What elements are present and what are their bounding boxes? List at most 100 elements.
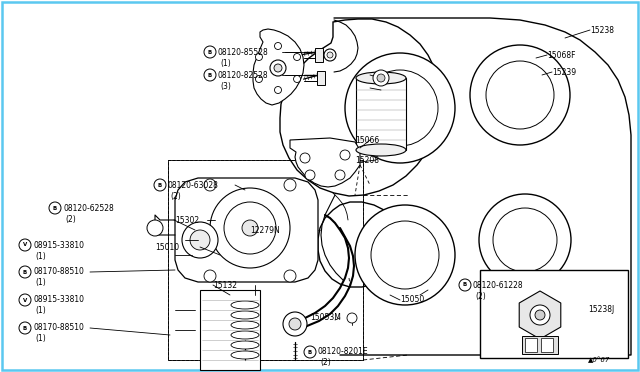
Ellipse shape xyxy=(356,72,406,84)
Text: (1): (1) xyxy=(35,279,45,288)
Circle shape xyxy=(459,279,471,291)
Text: 15068F: 15068F xyxy=(547,51,575,60)
Text: 08170-88510: 08170-88510 xyxy=(33,324,84,333)
Text: V: V xyxy=(23,298,27,302)
Circle shape xyxy=(470,45,570,145)
Circle shape xyxy=(373,70,389,86)
Circle shape xyxy=(345,53,455,163)
Text: 15302: 15302 xyxy=(175,215,199,224)
Text: (2): (2) xyxy=(475,292,486,301)
Circle shape xyxy=(289,318,301,330)
Ellipse shape xyxy=(231,301,259,309)
Text: B: B xyxy=(158,183,162,187)
Text: 08120-63028: 08120-63028 xyxy=(168,180,219,189)
Circle shape xyxy=(327,52,333,58)
Text: (2): (2) xyxy=(65,215,76,224)
Circle shape xyxy=(294,54,301,61)
Polygon shape xyxy=(175,178,318,282)
Ellipse shape xyxy=(231,351,259,359)
Polygon shape xyxy=(280,19,440,196)
Text: 15239: 15239 xyxy=(552,67,576,77)
Circle shape xyxy=(147,220,163,236)
Circle shape xyxy=(283,312,307,336)
Text: 08170-88510: 08170-88510 xyxy=(33,267,84,276)
Circle shape xyxy=(304,346,316,358)
Text: (2): (2) xyxy=(320,359,331,368)
Ellipse shape xyxy=(231,311,259,319)
Circle shape xyxy=(530,305,550,325)
Text: (1): (1) xyxy=(35,251,45,260)
Circle shape xyxy=(255,76,262,83)
Circle shape xyxy=(154,179,166,191)
Text: 08120-61228: 08120-61228 xyxy=(473,280,524,289)
Text: B: B xyxy=(308,350,312,355)
Circle shape xyxy=(284,179,296,191)
Polygon shape xyxy=(290,138,360,187)
Text: 08915-33810: 08915-33810 xyxy=(33,241,84,250)
Bar xyxy=(356,78,406,150)
Circle shape xyxy=(324,49,336,61)
Bar xyxy=(168,160,363,360)
Circle shape xyxy=(19,239,31,251)
Circle shape xyxy=(371,221,439,289)
Circle shape xyxy=(340,150,350,160)
Circle shape xyxy=(347,313,357,323)
Circle shape xyxy=(204,179,216,191)
Circle shape xyxy=(204,46,216,58)
Circle shape xyxy=(19,294,31,306)
Text: B: B xyxy=(208,73,212,77)
Circle shape xyxy=(362,70,438,146)
Text: B: B xyxy=(23,326,27,330)
Circle shape xyxy=(242,220,258,236)
Bar xyxy=(541,338,553,352)
Circle shape xyxy=(275,42,282,49)
Circle shape xyxy=(19,322,31,334)
Ellipse shape xyxy=(231,321,259,329)
Text: ▲0°67: ▲0°67 xyxy=(588,357,611,363)
Text: 08120-8201E: 08120-8201E xyxy=(318,347,369,356)
Text: 08120-62528: 08120-62528 xyxy=(63,203,114,212)
Text: (1): (1) xyxy=(35,334,45,343)
Text: B: B xyxy=(463,282,467,288)
Circle shape xyxy=(486,61,554,129)
Ellipse shape xyxy=(231,341,259,349)
Circle shape xyxy=(19,266,31,278)
Circle shape xyxy=(182,222,218,258)
Text: 15010: 15010 xyxy=(155,243,179,251)
Text: B: B xyxy=(53,205,57,211)
Circle shape xyxy=(204,270,216,282)
Circle shape xyxy=(294,76,301,83)
Text: 15053M: 15053M xyxy=(310,314,341,323)
Polygon shape xyxy=(318,202,399,287)
Text: B: B xyxy=(208,49,212,55)
Circle shape xyxy=(255,54,262,61)
Circle shape xyxy=(210,188,290,268)
Text: V: V xyxy=(23,243,27,247)
Text: 08915-33810: 08915-33810 xyxy=(33,295,84,305)
Text: 08120-85528: 08120-85528 xyxy=(218,48,269,57)
Text: (2): (2) xyxy=(170,192,180,201)
Circle shape xyxy=(493,208,557,272)
Circle shape xyxy=(274,64,282,72)
Circle shape xyxy=(377,74,385,82)
Polygon shape xyxy=(519,291,561,339)
Text: 15066: 15066 xyxy=(355,135,380,144)
Circle shape xyxy=(335,170,345,180)
Bar xyxy=(200,290,260,370)
Bar xyxy=(525,338,537,352)
Bar xyxy=(480,270,628,358)
Bar xyxy=(168,160,363,360)
Text: B: B xyxy=(23,269,27,275)
Text: 12279N: 12279N xyxy=(250,225,280,234)
Circle shape xyxy=(270,60,286,76)
Text: 15050: 15050 xyxy=(400,295,424,305)
Circle shape xyxy=(275,87,282,93)
Text: 15208: 15208 xyxy=(355,155,379,164)
Text: (1): (1) xyxy=(220,58,231,67)
Bar xyxy=(315,48,323,62)
Circle shape xyxy=(355,205,455,305)
Circle shape xyxy=(190,230,210,250)
Text: (3): (3) xyxy=(220,81,231,90)
Text: 15238J: 15238J xyxy=(588,305,614,314)
Text: 08120-82528: 08120-82528 xyxy=(218,71,269,80)
